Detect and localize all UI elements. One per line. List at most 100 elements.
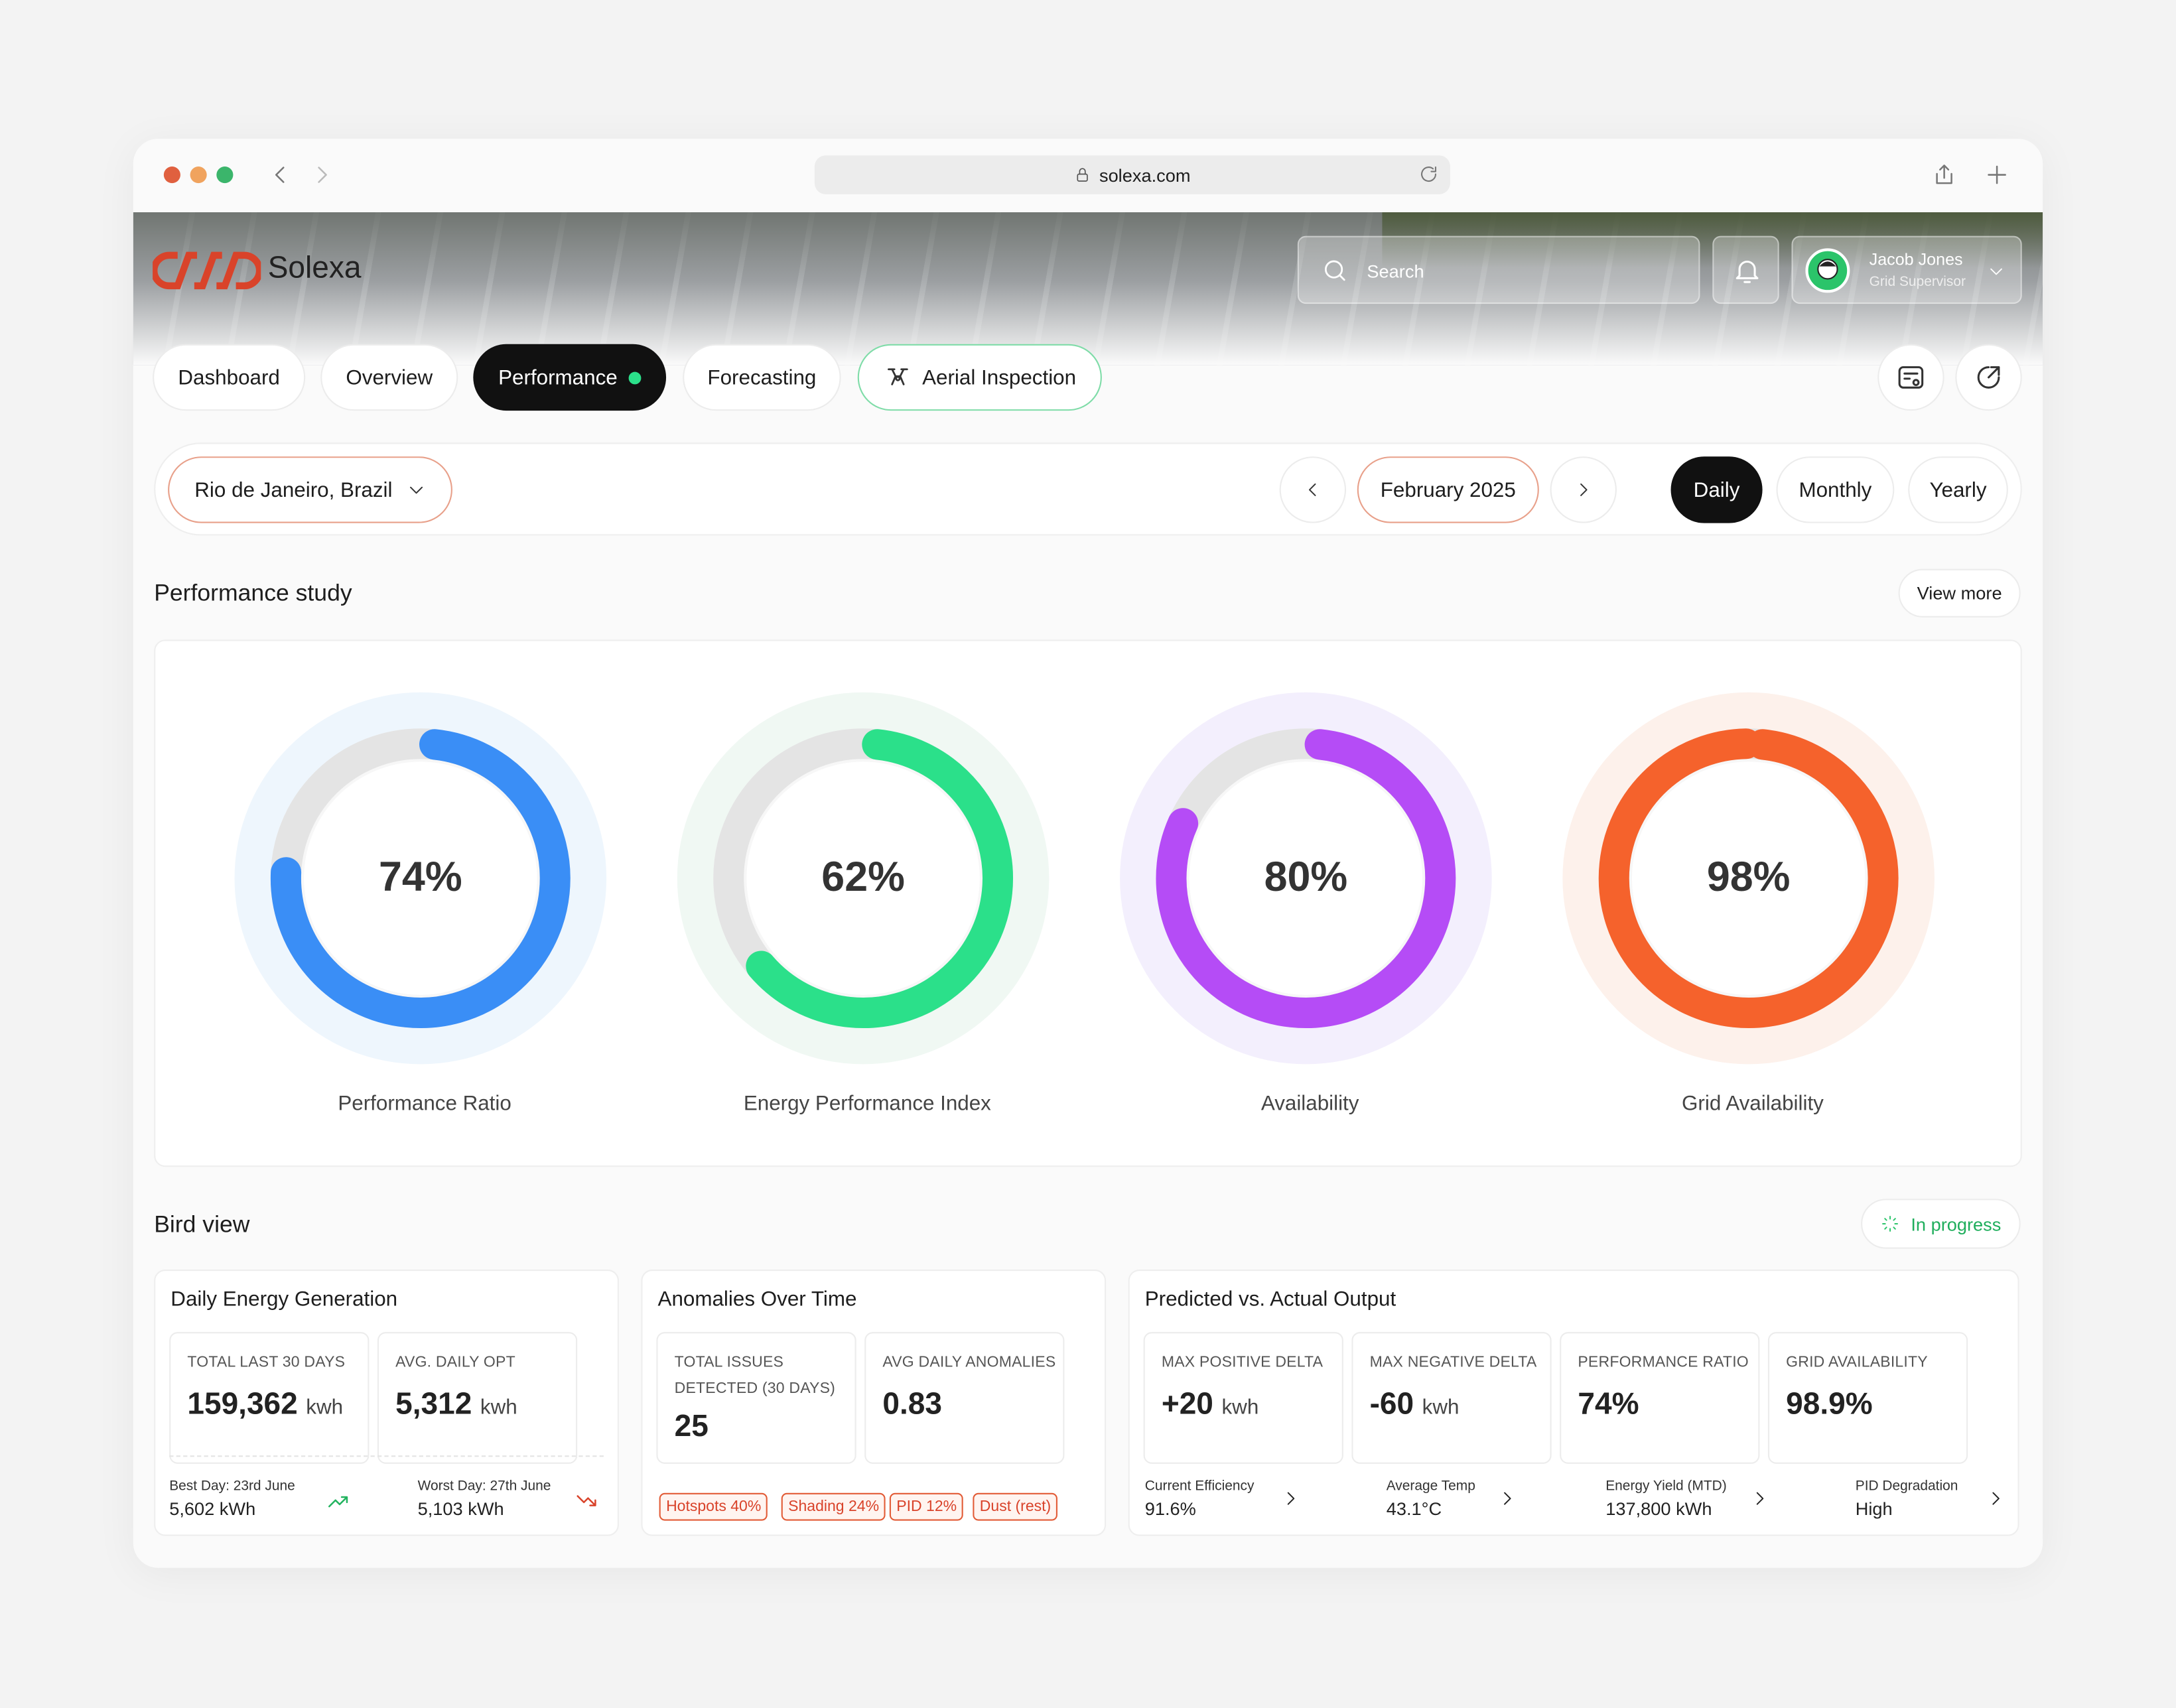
stat-label: AVG. DAILY OPT	[395, 1354, 515, 1371]
footer-value: 43.1°C	[1386, 1498, 1442, 1520]
footer-chevron[interactable]	[1750, 1489, 1769, 1508]
drone-icon	[884, 363, 912, 391]
nav-tab-label: Aerial Inspection	[922, 365, 1077, 389]
window-control[interactable]	[190, 166, 207, 184]
url-text: solexa.com	[1099, 164, 1191, 186]
back-button[interactable]	[268, 163, 293, 188]
footer-chevron[interactable]	[1986, 1489, 2005, 1508]
gauge-arc	[270, 728, 571, 1029]
notifications-button[interactable]	[1712, 235, 1779, 304]
stat-value: -60 kwh	[1370, 1386, 1460, 1422]
granularity-toggle[interactable]: Monthly	[1776, 456, 1895, 523]
stat-label: MAX POSITIVE DELTA	[1161, 1354, 1324, 1371]
new-tab-button-glyph	[1988, 165, 2006, 184]
location-select[interactable]: Rio de Janeiro, Brazil	[168, 456, 452, 523]
stat-number: 0.83	[882, 1386, 942, 1421]
stat-box: TOTAL ISSUES DETECTED (30 DAYS) 25	[656, 1332, 856, 1464]
stat-unit: kwh	[1422, 1396, 1460, 1419]
nav-tab[interactable]: Aerial Inspection	[857, 344, 1102, 411]
address-bar[interactable]: solexa.com	[814, 155, 1450, 194]
gauge-center	[746, 761, 980, 995]
footer-value: 5,103 kWh	[417, 1498, 504, 1520]
stat-label: AVG DAILY ANOMALIES	[882, 1354, 1056, 1371]
anomaly-tag: Hotspots 40%	[659, 1492, 768, 1521]
gauge-label: Grid Availability	[1682, 1091, 1824, 1114]
nav-tab-label: Forecasting	[707, 365, 817, 389]
footer-chevron[interactable]	[1281, 1489, 1300, 1508]
spinner-icon	[1880, 1214, 1899, 1233]
footer-label: Energy Yield (MTD)	[1605, 1478, 1727, 1494]
footer-chevron[interactable]	[1497, 1489, 1517, 1508]
stat-unit: kwh	[306, 1396, 344, 1419]
export-button[interactable]	[1955, 344, 2022, 411]
gauge-label: Energy Performance Index	[744, 1091, 991, 1114]
trend-up-icon	[326, 1489, 352, 1514]
section-title: Performance study	[154, 580, 352, 607]
view-more-button[interactable]: View more	[1898, 568, 2021, 618]
granularity-toggle[interactable]: Yearly	[1908, 456, 2008, 523]
spinner-icon-glyph	[1882, 1216, 1898, 1232]
browser-window: solexa.com Solexa Search Jacob Jones Grid Su…	[133, 139, 2043, 1568]
bird-card: Anomalies Over Time TOTAL ISSUES DETECTED…	[641, 1269, 1107, 1536]
next-icon	[1574, 480, 1593, 499]
brand-logo	[151, 250, 263, 292]
bell-icon	[1732, 255, 1763, 286]
section-title: Bird view	[154, 1211, 250, 1238]
next-period[interactable]	[1550, 456, 1617, 523]
stat-number: 25	[674, 1408, 709, 1443]
forward-button-glyph	[318, 166, 327, 183]
nav-tab[interactable]: Forecasting	[683, 344, 841, 411]
stat-number: 159,362	[187, 1386, 298, 1421]
stat-value: 25	[675, 1408, 709, 1444]
window-control[interactable]	[216, 166, 234, 184]
reload-button-glyph	[1421, 166, 1437, 182]
stat-box: MAX POSITIVE DELTA +20 kwh	[1143, 1332, 1343, 1464]
forward-button[interactable]	[309, 163, 334, 188]
search-box[interactable]: Search	[1297, 235, 1700, 304]
share-button-glyph	[1936, 164, 1952, 184]
footer-label: PID Degradation	[1855, 1478, 1958, 1494]
stat-number: -60	[1369, 1386, 1414, 1421]
trend-up-icon-glyph	[328, 1496, 348, 1508]
stat-value: 159,362 kwh	[187, 1386, 343, 1422]
settings-button[interactable]	[1877, 344, 1944, 411]
nav-tab[interactable]: Performance	[473, 344, 667, 411]
stat-label: TOTAL ISSUES DETECTED (30 DAYS)	[674, 1354, 836, 1398]
stat-value: 74%	[1578, 1386, 1639, 1422]
logo-mark	[151, 251, 263, 290]
drone-icon-glyph	[887, 368, 908, 385]
nav-tab[interactable]: Dashboard	[153, 344, 306, 411]
stat-label: PERFORMANCE RATIO	[1578, 1354, 1749, 1371]
nav-tab[interactable]: Overview	[320, 344, 458, 411]
gauge-value: 74%	[379, 854, 462, 900]
prev-icon-glyph	[1308, 483, 1316, 496]
period-select[interactable]: February 2025	[1357, 456, 1539, 523]
share-button[interactable]	[1932, 161, 1957, 189]
footer-label: Worst Day: 27th June	[417, 1478, 551, 1494]
granularity-toggle[interactable]: Daily	[1670, 456, 1763, 523]
stat-label: MAX NEGATIVE DELTA	[1369, 1354, 1537, 1371]
user-menu[interactable]: Jacob Jones Grid Supervisor	[1791, 235, 2022, 304]
gauge-center	[1631, 761, 1866, 995]
location-chevron	[406, 480, 425, 499]
gauge-arc	[1156, 728, 1456, 1029]
card-title: Predicted vs. Actual Output	[1144, 1287, 1396, 1311]
window-control[interactable]	[163, 166, 180, 184]
user-menu-chevron	[1987, 262, 2005, 280]
user-avatar	[1805, 248, 1850, 293]
gauge-arc	[1598, 728, 1899, 1029]
reload-button[interactable]	[1418, 164, 1439, 184]
search-icon	[1321, 257, 1349, 285]
gauge-label: Availability	[1261, 1091, 1359, 1114]
footer-value: 5,602 kWh	[169, 1498, 256, 1520]
new-tab-button[interactable]	[1984, 163, 2009, 188]
gauge-arc	[713, 728, 1014, 1029]
brand-name: Solexa	[267, 249, 362, 285]
location-text: Rio de Janeiro, Brazil	[194, 478, 393, 502]
location-chevron-glyph	[409, 486, 423, 494]
footer-chevron-glyph	[1287, 1492, 1295, 1505]
status-text: In progress	[1911, 1213, 2002, 1234]
previous-period[interactable]	[1279, 456, 1347, 523]
